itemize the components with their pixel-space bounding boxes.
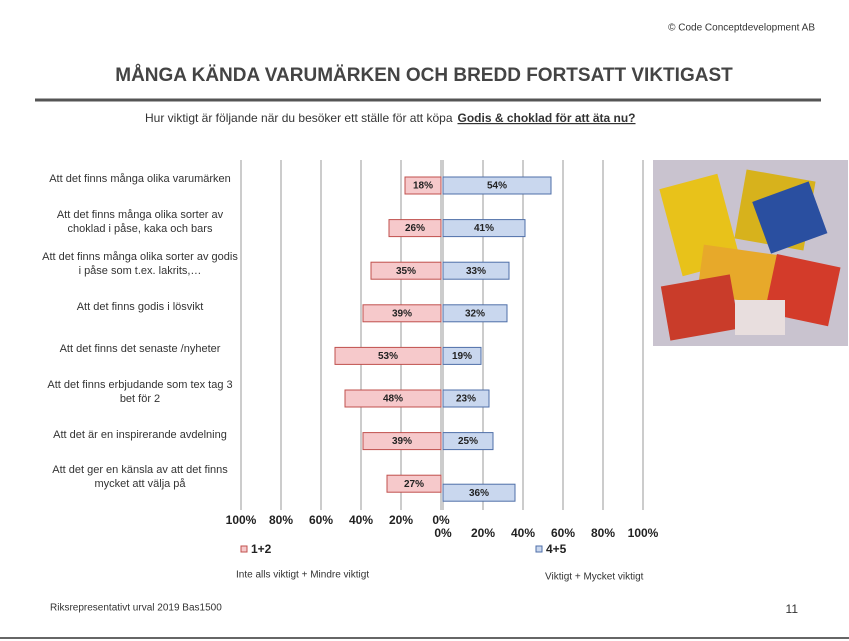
value-label: 18% — [413, 181, 433, 192]
bar — [442, 304, 508, 323]
value-label: 39% — [392, 308, 412, 319]
legend-swatch — [240, 545, 248, 553]
bar — [442, 261, 510, 280]
value-label: 54% — [487, 181, 507, 192]
value-label: 32% — [465, 308, 485, 319]
category-label: Att det finns många olika varumärken — [49, 173, 231, 185]
value-label: 25% — [458, 436, 478, 447]
x-tick-label: 60% — [551, 526, 575, 540]
x-tick-label: 80% — [591, 526, 615, 540]
x-tick-label: 20% — [389, 513, 413, 527]
value-label: 27% — [404, 479, 424, 490]
bar — [442, 432, 494, 451]
legend-swatch — [535, 545, 543, 553]
subtitle-emphasis: Godis & choklad för att äta nu? — [458, 111, 636, 125]
bar — [388, 219, 442, 238]
legend-description: Viktigt + Mycket viktigt — [545, 572, 644, 583]
value-label: 35% — [396, 266, 416, 277]
value-label: 36% — [469, 488, 489, 499]
subtitle: Hur viktigt är följande när du besöker e… — [145, 111, 636, 125]
photo — [653, 160, 848, 346]
value-label: 41% — [474, 223, 494, 234]
value-label: 19% — [452, 351, 472, 362]
x-tick-label: 100% — [628, 526, 659, 540]
category-label: Att det finns erbjudande som tex tag 3 b… — [47, 379, 233, 405]
copyright: © Code Conceptdevelopment AB — [668, 23, 815, 34]
value-label: 48% — [383, 394, 403, 405]
x-tick-label: 100% — [226, 513, 257, 527]
category-label: Att det finns många olika sorter av godi… — [42, 251, 238, 278]
bar — [370, 261, 442, 280]
bar — [442, 176, 552, 195]
bar — [362, 304, 442, 323]
x-tick-label: 80% — [269, 513, 293, 527]
value-label: 53% — [378, 351, 398, 362]
value-label: 23% — [456, 394, 476, 405]
category-label: Att det ger en känsla av att det finns m… — [52, 464, 228, 491]
subtitle-text: Hur viktigt är följande när du besöker e… — [145, 111, 453, 125]
bar — [442, 346, 482, 365]
bar — [344, 389, 442, 408]
bar — [386, 474, 442, 493]
bar — [442, 483, 516, 502]
category-label: Att det finns det senaste /nyheter — [59, 343, 221, 356]
legend-label: 1+2 — [251, 542, 272, 556]
x-tick-label: 0% — [434, 526, 452, 540]
slide-title: MÅNGA KÄNDA VARUMÄRKEN OCH BREDD FORTSAT… — [115, 65, 733, 86]
bar — [362, 432, 442, 451]
category-label: Att det finns godis i lösvikt — [76, 300, 204, 313]
bar — [334, 346, 442, 365]
x-tick-label: 60% — [309, 513, 333, 527]
legend-description: Inte alls viktigt + Mindre viktigt — [236, 570, 369, 581]
category-label: Att det finns många olika sorter av chok… — [56, 208, 224, 235]
bar — [442, 219, 526, 238]
legend-label: 4+5 — [546, 542, 567, 556]
x-tick-label: 0% — [432, 513, 450, 527]
value-label: 33% — [466, 266, 486, 277]
value-label: 39% — [392, 436, 412, 447]
x-tick-label: 40% — [349, 513, 373, 527]
category-label: Att det är en inspirerande avdelning — [53, 428, 227, 441]
x-tick-label: 20% — [471, 526, 495, 540]
x-tick-label: 40% — [511, 526, 535, 540]
page-number: 11 — [786, 602, 799, 616]
bar — [404, 176, 442, 195]
value-label: 26% — [405, 223, 425, 234]
bar — [442, 389, 490, 408]
footnote: Riksrepresentativt urval 2019 Bas1500 — [50, 603, 222, 614]
